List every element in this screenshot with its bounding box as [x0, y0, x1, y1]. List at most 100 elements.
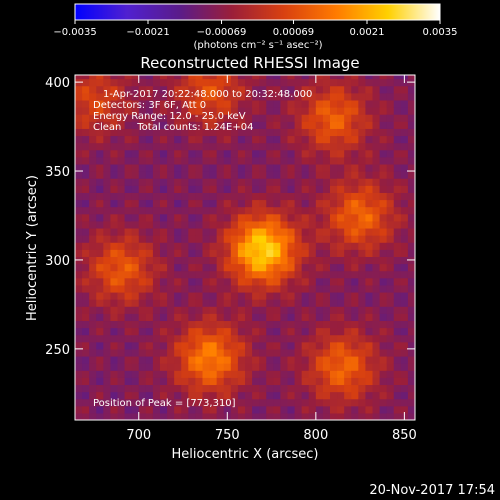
heatmap-cell [266, 263, 274, 272]
heatmap-cell [124, 355, 133, 364]
heatmap-cell [358, 178, 367, 186]
heatmap-cell [379, 412, 388, 420]
heatmap-cell [393, 178, 402, 186]
heatmap-cell [280, 199, 289, 208]
heatmap-cell [152, 99, 161, 108]
heatmap-cell [294, 99, 303, 108]
heatmap-cell [245, 306, 253, 314]
heatmap-cell [117, 135, 126, 144]
heatmap-cell [337, 398, 345, 407]
heatmap-cell [400, 213, 409, 222]
heatmap-cell [89, 199, 97, 208]
heatmap-cell [273, 363, 282, 371]
heatmap-cell [308, 412, 317, 420]
heatmap-cell [322, 114, 331, 122]
heatmap-cell [209, 334, 218, 343]
heatmap-cell [152, 178, 161, 186]
heatmap-cell [259, 398, 267, 407]
heatmap-cell [365, 284, 374, 293]
heatmap-cell [301, 370, 310, 378]
heatmap-cell [308, 178, 317, 186]
heatmap-cell [400, 135, 409, 144]
heatmap-cell [202, 156, 211, 165]
heatmap-cell [252, 121, 260, 129]
heatmap-cell [103, 334, 112, 343]
heatmap-cell [372, 163, 381, 172]
heatmap-cell [110, 220, 119, 229]
heatmap-cell [160, 313, 168, 322]
heatmap-cell [195, 178, 204, 186]
heatmap-cell [280, 391, 289, 400]
heatmap-cell [167, 107, 175, 115]
heatmap-cell [294, 199, 303, 208]
heatmap-cell [195, 263, 204, 272]
heatmap-cell [75, 235, 83, 243]
heatmap-cell [174, 355, 182, 364]
heatmap-cell [223, 135, 232, 144]
heatmap-cell [308, 75, 317, 80]
heatmap-cell [202, 78, 211, 87]
heatmap-cell [152, 384, 161, 393]
heatmap-cell [351, 363, 359, 371]
heatmap-cell [330, 391, 338, 400]
heatmap-cell [266, 299, 274, 307]
heatmap-cell [400, 114, 409, 122]
heatmap-cell [393, 341, 402, 350]
heatmap-cell [188, 348, 197, 357]
heatmap-cell [145, 377, 154, 386]
heatmap-cell [351, 107, 359, 115]
heatmap-cell [96, 355, 104, 364]
heatmap-cell [230, 412, 239, 420]
heatmap-cell [167, 313, 175, 322]
heatmap-cell [82, 171, 90, 179]
heatmap-cell [252, 320, 260, 329]
heatmap-cell [330, 213, 338, 222]
heatmap-cell [372, 334, 381, 343]
heatmap-cell [287, 334, 296, 343]
heatmap-cell [259, 341, 267, 350]
heatmap-cell [308, 99, 317, 108]
heatmap-cell [379, 327, 388, 336]
heatmap-cell [301, 256, 310, 265]
heatmap-cell [259, 121, 267, 129]
heatmap-cell [266, 149, 274, 158]
heatmap-cell [315, 249, 324, 257]
heatmap-cell [202, 313, 211, 322]
heatmap-cell [75, 206, 83, 215]
heatmap-cell [379, 99, 388, 108]
heatmap-cell [308, 405, 317, 414]
heatmap-cell [216, 192, 225, 201]
heatmap-cell [393, 270, 402, 279]
heatmap-cell [89, 363, 97, 371]
heatmap-cell [110, 320, 119, 329]
heatmap-cell [230, 249, 239, 257]
heatmap-cell [124, 377, 133, 386]
heatmap-cell [301, 99, 310, 108]
heatmap-cell [96, 306, 104, 314]
heatmap-cell [209, 355, 218, 364]
heatmap-cell [252, 263, 260, 272]
heatmap-cell [188, 107, 197, 115]
heatmap-cell [152, 75, 161, 80]
heatmap-cell [145, 85, 154, 94]
heatmap-cell [188, 242, 197, 250]
heatmap-cell [337, 320, 345, 329]
heatmap-cell [393, 263, 402, 272]
heatmap-cell [322, 256, 331, 265]
x-tick-label: 700 [126, 428, 151, 443]
heatmap-cell [117, 391, 126, 400]
heatmap-cell [400, 149, 409, 158]
heatmap-cell [245, 313, 253, 322]
heatmap-cell [117, 412, 126, 420]
heatmap-cell [145, 256, 154, 265]
heatmap-cell [237, 199, 246, 208]
heatmap-cell [372, 220, 381, 229]
heatmap-cell [237, 78, 246, 87]
heatmap-cell [167, 334, 175, 343]
heatmap-cell [195, 185, 204, 193]
heatmap-cell [400, 249, 409, 257]
heatmap-cell [259, 284, 267, 293]
heatmap-cell [372, 299, 381, 307]
heatmap-cell [230, 242, 239, 250]
heatmap-cell [259, 348, 267, 357]
